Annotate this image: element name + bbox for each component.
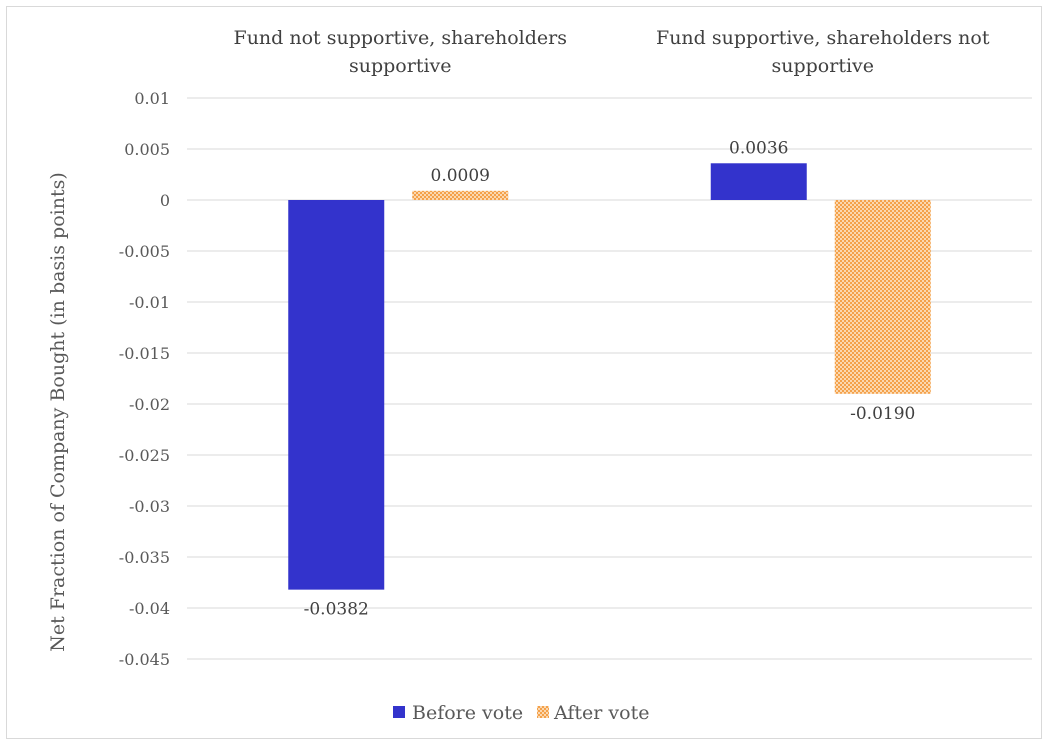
category-label: supportive (349, 55, 452, 77)
bar-before-vote (710, 163, 807, 200)
data-label: 0.0009 (431, 166, 490, 186)
y-axis-title: Net Fraction of Company Bought (in basis… (47, 172, 69, 652)
bar-after-vote (412, 190, 509, 200)
data-labels: -0.0382 0.0009 0.0036 -0.0190 (304, 138, 916, 619)
y-tick-label: -0.045 (119, 650, 170, 669)
y-tick-label: -0.015 (119, 344, 170, 363)
y-tick-label: 0.01 (134, 89, 170, 108)
y-tick-label: -0.04 (129, 599, 170, 618)
y-tick-label: -0.01 (129, 293, 170, 312)
legend-label-before-vote: Before vote (412, 702, 523, 724)
data-label: -0.0190 (850, 404, 915, 424)
legend-swatch-before-vote (393, 706, 405, 718)
y-tick-label: -0.03 (129, 497, 170, 516)
bars (288, 163, 931, 590)
bar-after-vote (834, 200, 931, 394)
category-labels: Fund not supportive, shareholders support… (234, 27, 990, 77)
y-tick-label: -0.025 (119, 446, 170, 465)
y-tick-label: 0 (160, 191, 170, 210)
category-label: Fund not supportive, shareholders (234, 27, 567, 49)
legend: Before vote After vote (393, 702, 649, 724)
y-tick-label: -0.035 (119, 548, 170, 567)
category-label: supportive (771, 55, 874, 77)
y-tick-label: 0.005 (124, 140, 170, 159)
data-label: -0.0382 (304, 600, 369, 620)
y-axis-ticks: 0.01 0.005 0 -0.005 -0.01 -0.015 -0.02 -0.025 -0… (119, 89, 170, 669)
y-tick-label: -0.005 (119, 242, 170, 261)
category-label: Fund supportive, shareholders not (656, 27, 990, 49)
legend-swatch-after-vote (537, 706, 549, 718)
y-tick-label: -0.02 (129, 395, 170, 414)
legend-label-after-vote: After vote (553, 702, 649, 724)
bar-before-vote (288, 200, 385, 590)
data-label: 0.0036 (729, 138, 788, 158)
